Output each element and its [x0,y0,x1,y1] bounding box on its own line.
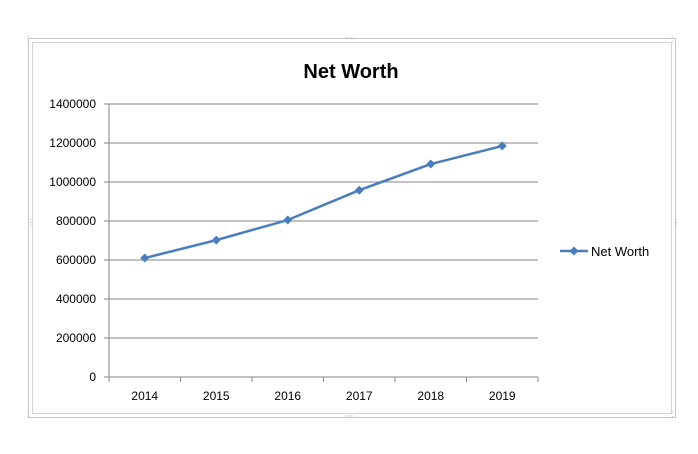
legend-marker [569,246,579,256]
chart-container[interactable]: ···· ···· ⋮ ⋮ ⁚ ⁚ ⁚ ⁚ [27,34,680,421]
y-tick-label: 800000 [56,214,96,228]
data-point-2014 [140,253,150,263]
y-tick-label: 1400000 [49,97,96,111]
resize-handle-bottom-right[interactable]: ⁚ [671,410,674,419]
gridlines [109,103,538,339]
chart-title: Net Worth [303,61,398,83]
y-tick-label: 200000 [56,331,96,345]
resize-handle-top-left[interactable]: ⁚ [27,35,30,44]
x-tick-label: 2015 [203,389,230,403]
x-tick-label: 2018 [417,389,444,403]
data-point-2018 [426,159,436,169]
data-point-2016 [283,215,293,225]
y-tick-label: 600000 [56,253,96,267]
chart-inner-border [32,42,672,414]
y-tick-label: 1000000 [49,175,96,189]
y-tick-label: 0 [89,370,96,384]
data-point-2015 [211,235,221,245]
x-tick-label: 2019 [489,389,516,403]
x-tick-label: 2014 [131,389,158,403]
resize-handle-right[interactable]: ⋮ [672,218,680,227]
y-tick-label: 400000 [56,292,96,306]
x-tick-label: 2016 [274,389,301,403]
resize-handle-top[interactable]: ···· [345,34,356,43]
resize-handle-bottom-left[interactable]: ⁚ [27,410,30,419]
data-point-2017 [354,185,364,195]
resize-handle-left[interactable]: ⋮ [27,218,35,227]
legend-label: Net Worth [591,244,649,259]
x-tick-label: 2017 [346,389,373,403]
resize-handle-top-right[interactable]: ⁚ [671,35,674,44]
legend: Net Worth [560,244,649,259]
resize-handle-bottom[interactable]: ···· [345,412,356,421]
series-layer [140,141,507,263]
data-point-2019 [497,141,507,151]
series-line-net-worth [144,144,503,260]
y-tick-label: 1200000 [49,136,96,150]
axes: 0 200000 400000 600000 800000 1000000 1200000 1… [49,97,539,403]
